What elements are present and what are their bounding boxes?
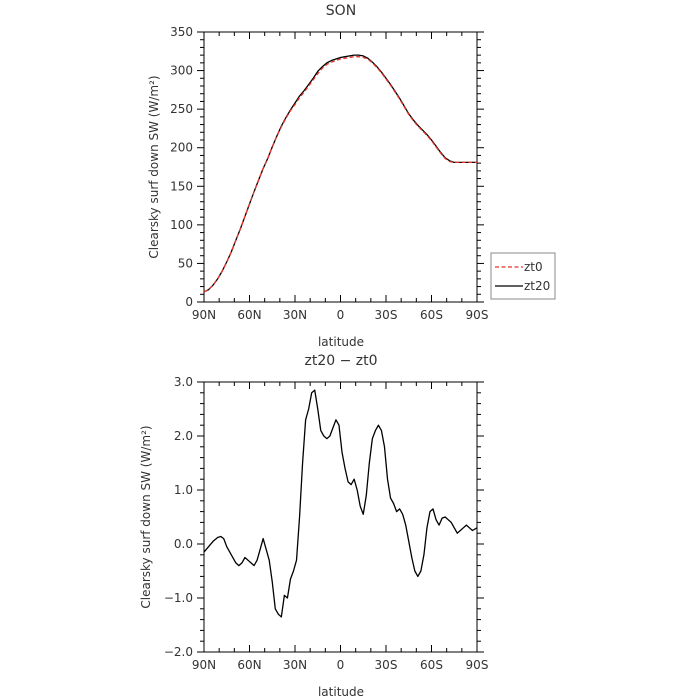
legend-label-zt0: zt0 [524,260,543,274]
top-y-tick-label: 300 [170,64,193,78]
top-x-tick-label: 90S [466,308,489,322]
bottom-y-tick-label: 0.0 [174,537,193,551]
top-x-tick-label: 30S [375,308,398,322]
top-lines [203,54,477,293]
top-y-axis-label: Clearsky surf down SW (W/m²) [147,75,161,258]
bottom-y-tick-label: 3.0 [174,375,193,389]
top-chart-title: SON [326,3,356,19]
top-y-tick-label: 200 [170,141,193,155]
bottom-chart-title: zt20 − zt0 [304,353,377,369]
top-y-tick-label: 100 [170,218,193,232]
bottom-x-tick-label: 90N [192,658,216,672]
top-x-tick-label: 60S [420,308,443,322]
bottom-x-tick-label: 60N [237,658,261,672]
top-x-axis-label: latitude [318,335,364,349]
bottom-axes: 90N 60N 30N 0 30S 60S 90S −2.0 −1.0 0.0 1.0 2.0 3.0 [164,375,489,672]
top-y-tick-label: 350 [170,25,193,39]
bottom-series-line-0 [203,389,478,618]
top-x-tick-label: 30N [283,308,307,322]
bottom-y-tick-label: −2.0 [164,645,193,659]
top-series-line-zt0 [203,56,477,293]
top-y-tick-label: 0 [185,295,193,309]
bottom-x-tick-label: 60S [420,658,443,672]
bottom-x-tick-label: 30N [283,658,307,672]
bottom-x-axis-label: latitude [318,685,364,699]
bottom-y-tick-label: −1.0 [164,591,193,605]
top-axes: 90N 60N 30N 0 30S 60S 90S 0 50 100 150 200 250 300 350 [170,25,488,322]
bottom-y-tick-label: 1.0 [174,483,193,497]
bottom-plot-frame [203,381,478,653]
top-y-tick-label: 50 [178,256,193,270]
top-plot-frame [203,31,478,303]
bottom-y-axis-label: Clearsky surf down SW (W/m²) [139,425,153,608]
top-y-tick-label: 150 [170,179,193,193]
bottom-x-tick-label: 90S [466,658,489,672]
legend-box [490,252,556,300]
bottom-lines [203,389,478,618]
top-x-tick-label: 90N [192,308,216,322]
top-x-tick-label: 0 [337,308,345,322]
bottom-x-tick-label: 30S [375,658,398,672]
top-panel: SON 90N 60N 30N 0 30S 60S 90S 0 50 100 150 200 250 30… [147,3,556,349]
bottom-y-tick-label: 2.0 [174,429,193,443]
top-y-tick-label: 250 [170,102,193,116]
legend-label-zt20: zt20 [524,279,550,293]
top-series-line-zt20 [203,54,477,293]
bottom-x-tick-label: 0 [337,658,345,672]
bottom-panel: zt20 − zt0 90N 60N 30N 0 30S 60S 90S −2.0 −1.0 0.… [139,353,488,699]
top-x-tick-label: 60N [237,308,261,322]
legend: zt0 zt20 [490,252,556,300]
